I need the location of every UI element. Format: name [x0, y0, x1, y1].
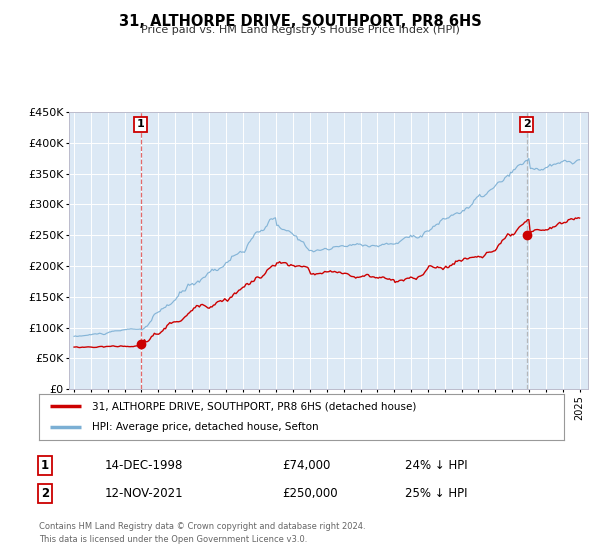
Text: 1: 1	[41, 459, 49, 473]
Text: 1: 1	[137, 119, 145, 129]
Text: 25% ↓ HPI: 25% ↓ HPI	[405, 487, 467, 501]
Text: HPI: Average price, detached house, Sefton: HPI: Average price, detached house, Seft…	[91, 422, 318, 432]
Text: 14-DEC-1998: 14-DEC-1998	[105, 459, 184, 473]
Text: 31, ALTHORPE DRIVE, SOUTHPORT, PR8 6HS: 31, ALTHORPE DRIVE, SOUTHPORT, PR8 6HS	[119, 14, 481, 29]
Text: 31, ALTHORPE DRIVE, SOUTHPORT, PR8 6HS (detached house): 31, ALTHORPE DRIVE, SOUTHPORT, PR8 6HS (…	[91, 401, 416, 411]
Text: 24% ↓ HPI: 24% ↓ HPI	[405, 459, 467, 473]
Text: 2: 2	[523, 119, 531, 129]
Text: £74,000: £74,000	[282, 459, 331, 473]
Text: Price paid vs. HM Land Registry's House Price Index (HPI): Price paid vs. HM Land Registry's House …	[140, 25, 460, 35]
Text: Contains HM Land Registry data © Crown copyright and database right 2024.
This d: Contains HM Land Registry data © Crown c…	[39, 522, 365, 544]
Text: 2: 2	[41, 487, 49, 501]
Text: 12-NOV-2021: 12-NOV-2021	[105, 487, 184, 501]
Text: £250,000: £250,000	[282, 487, 338, 501]
